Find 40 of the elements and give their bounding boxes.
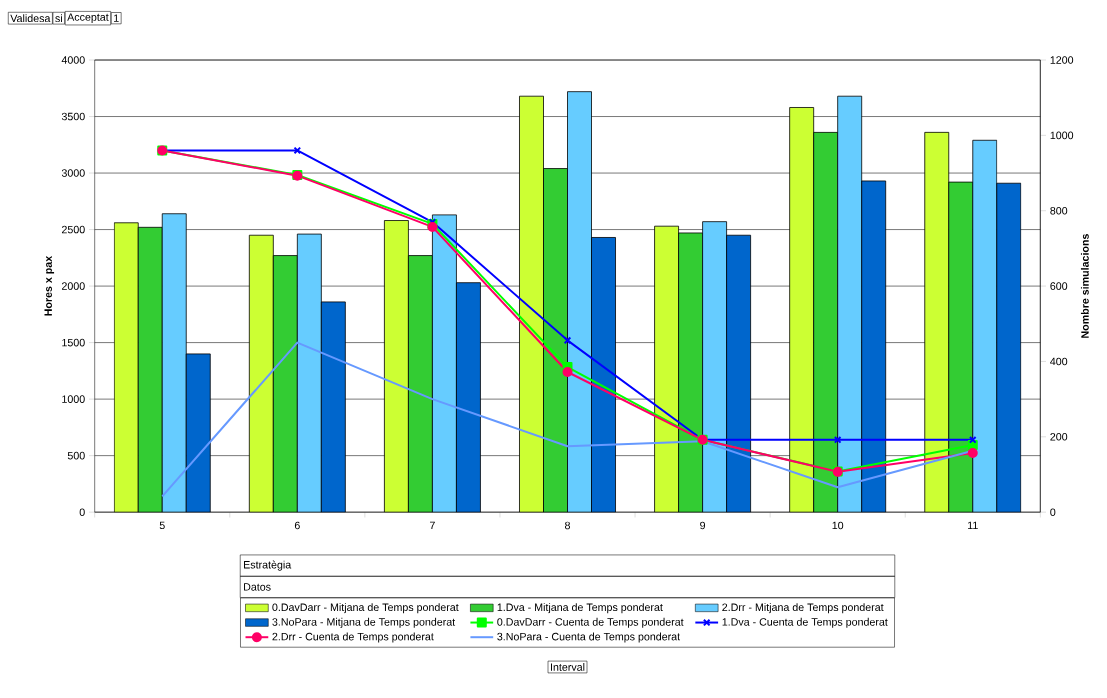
legend-label: 0.DavDarr - Cuenta de Temps ponderat bbox=[497, 618, 684, 629]
y2-tick-label: 1200 bbox=[1050, 56, 1074, 65]
y-axis-title: Hores x pax bbox=[44, 256, 55, 316]
text: 1 bbox=[114, 14, 119, 23]
x-tick-label: 8 bbox=[565, 521, 570, 530]
y-tick-label: 3500 bbox=[61, 112, 85, 121]
x-tick-label: 6 bbox=[294, 521, 300, 530]
x-tick-label: 7 bbox=[429, 521, 435, 530]
text: si bbox=[55, 14, 62, 23]
legend-label: 3.NoPara - Mitjana de Temps ponderat bbox=[272, 618, 456, 629]
y-tick-label: 1500 bbox=[62, 339, 85, 347]
legend-label: 1.Dva - Cuenta de Temps ponderat bbox=[722, 618, 888, 629]
y-tick-label: 2000 bbox=[61, 282, 85, 291]
text: Acceptat bbox=[67, 13, 109, 24]
y2-tick-label: 600 bbox=[1050, 282, 1068, 291]
y-tick-label: 500 bbox=[67, 452, 85, 460]
y-tick-label: 0 bbox=[79, 508, 85, 517]
y2-tick-label: 0 bbox=[1050, 508, 1056, 517]
legend-label: 2.Drr - Cuenta de Temps ponderat bbox=[272, 632, 434, 643]
legend-title: Estratègia bbox=[244, 560, 292, 571]
x-tick-label: 11 bbox=[968, 521, 978, 530]
x-tick-label: 10 bbox=[832, 521, 844, 530]
legend-label: 2.Drr - Mitjana de Temps ponderat bbox=[722, 603, 884, 614]
y-tick-label: 2500 bbox=[61, 226, 85, 234]
x-tick-label: 9 bbox=[700, 521, 706, 530]
text: Validesa bbox=[10, 14, 51, 23]
legend-label: 0.DavDarr - Mitjana de Temps ponderat bbox=[272, 603, 459, 614]
y2-axis-title: Nombre simulacions bbox=[1080, 234, 1089, 339]
y-tick-label: 3000 bbox=[61, 169, 85, 178]
x-tick-label: 5 bbox=[159, 521, 165, 530]
y2-tick-label: 200 bbox=[1050, 433, 1068, 441]
legend-label: 3.NoPara - Cuenta de Temps ponderat bbox=[497, 632, 681, 643]
y-tick-label: 1000 bbox=[62, 395, 85, 404]
text: Interval bbox=[550, 663, 585, 672]
text: Datos bbox=[244, 583, 271, 591]
legend-label: 1.Dva - Mitjana de Temps ponderat bbox=[497, 603, 663, 614]
y-tick-label: 4000 bbox=[61, 56, 85, 65]
y2-tick-label: 400 bbox=[1050, 357, 1068, 366]
y2-tick-label: 1000 bbox=[1050, 131, 1074, 140]
y2-tick-label: 800 bbox=[1050, 207, 1068, 215]
